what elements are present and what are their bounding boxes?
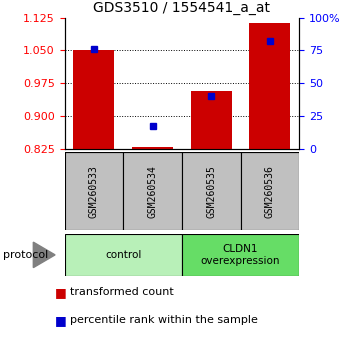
Bar [249,23,290,149]
Bar [182,234,299,276]
Text: GSM260534: GSM260534 [148,165,157,218]
Title: GDS3510 / 1554541_a_at: GDS3510 / 1554541_a_at [94,1,270,15]
Bar [132,147,173,149]
Bar [191,91,232,149]
Polygon shape [33,242,55,268]
Text: GSM260536: GSM260536 [265,165,275,218]
Bar [73,50,115,149]
Bar [65,234,182,276]
Bar [182,152,240,230]
Text: transformed count: transformed count [70,287,173,297]
Text: GSM260533: GSM260533 [89,165,99,218]
Bar [123,152,182,230]
Text: ■: ■ [54,314,66,327]
Bar [65,152,123,230]
Bar [241,152,299,230]
Text: percentile rank within the sample: percentile rank within the sample [70,315,258,325]
Text: ■: ■ [54,286,66,298]
Text: GSM260535: GSM260535 [206,165,216,218]
Text: CLDN1
overexpression: CLDN1 overexpression [201,244,280,266]
Text: protocol: protocol [3,250,49,260]
Text: control: control [105,250,141,260]
